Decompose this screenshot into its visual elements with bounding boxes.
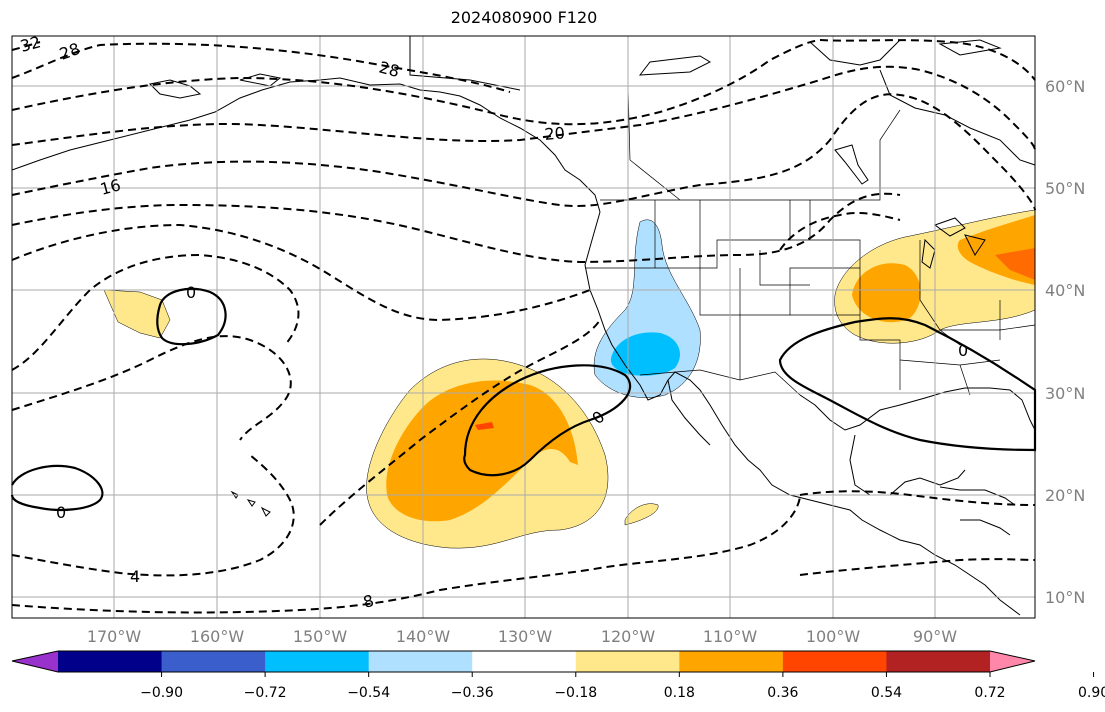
contour-label-8: 8 [361,591,376,612]
lon-label-150w: 150°W [293,627,348,646]
lon-label-120w: 120°W [601,627,656,646]
positive-anomaly-west [103,289,171,339]
lon-label-90w: 90°W [913,627,957,646]
contour-line-12-south [799,490,1036,506]
lon-label-110w: 110°W [703,627,758,646]
lon-label-140w: 140°W [396,627,451,646]
colorbar-segment [679,651,784,672]
positive-anomaly-high-northeast [995,248,1035,280]
zero-contour-central [463,364,632,477]
colorbar-tick-label: 0.36 [767,685,798,701]
colorbar-tick-label: −0.18 [554,685,597,701]
contour-line-8-south [11,494,801,614]
contour-line-8-west [11,335,292,441]
contour-label-28-east: 28 [377,58,402,82]
lon-label-130w: 130°W [498,627,553,646]
colorbar-segment [472,651,577,672]
colorbar-segment [886,651,991,672]
colorbar-segment [58,651,163,672]
colorbar-tick-label: −0.90 [140,685,183,701]
dashed-contours [11,38,1036,614]
colorbar-extend-min [12,651,58,672]
colorbar-tick-label: −0.72 [244,685,287,701]
anomaly-shading [103,209,1036,549]
lat-label-40n: 40°N [1045,281,1085,300]
contour-line-28 [11,42,511,93]
contour-line-8-east [319,319,601,526]
contour-label-16: 16 [98,175,123,199]
lat-label-60n: 60°N [1045,77,1085,96]
colorbar-tick-label: 0.18 [664,685,695,701]
contour-line-4-west [11,253,300,371]
map-frame [11,35,1036,619]
contour-label-4: 4 [130,567,140,586]
contour-label-32: 32 [18,32,43,56]
longitude-labels: 170°W 160°W 150°W 140°W 130°W 120°W 110°… [87,627,957,646]
colorbar-tick-label: 0.72 [974,685,1005,701]
colorbar-segment [265,651,370,672]
lon-label-160w: 160°W [190,627,245,646]
lat-label-30n: 30°N [1045,384,1085,403]
positive-anomaly-mid-central [386,380,578,522]
colorbar-tick-label: 0.90 [1078,685,1105,701]
colorbar-tick-label: −0.54 [347,685,390,701]
colorbar-outline [11,650,1036,673]
colorbar-segment [575,651,680,672]
graticule [12,36,1035,618]
zero-contour-mid-west [156,287,227,346]
colorbar-tick-label: 0.54 [871,685,902,701]
colorbar-segment [161,651,266,672]
lat-label-20n: 20°N [1045,486,1085,505]
contour-label-20: 20 [544,123,566,144]
contour-label-0-west: 0 [56,503,66,522]
contour-line-12 [11,192,901,264]
contour-label-0-east: 0 [958,341,968,360]
colorbar-tick-label: −0.36 [451,685,494,701]
zero-contour-west [10,464,104,512]
map-title: 2024080900 F120 [450,8,598,27]
colorbar-segments [12,651,1035,672]
contour-line-east-upper [779,211,901,251]
contour-line-8-upper [11,223,591,322]
latitude-labels: 60°N 50°N 40°N 30°N 20°N 10°N [1045,77,1085,607]
contour-line-4-south [11,454,295,577]
contour-line-24 [11,38,1036,126]
positive-anomaly-mid-east [852,263,921,323]
contour-line-20 [11,65,1036,151]
lat-label-10n: 10°N [1045,588,1085,607]
contour-line-32 [11,41,41,51]
lon-label-170w: 170°W [87,627,142,646]
lat-label-50n: 50°N [1045,179,1085,198]
borders [585,85,1036,396]
positive-anomaly-small-south [624,503,659,526]
positive-anomaly-high-central [475,422,494,430]
colorbar-ticks: −0.90 −0.72 −0.54 −0.36 −0.18 0.18 0.36 0.54 0.7… [140,672,1105,701]
contour-label-0-mid-west: 0 [186,283,196,302]
colorbar-extend-max [990,651,1035,672]
colorbar: −0.90 −0.72 −0.54 −0.36 −0.18 0.18 0.36 0.54 0.7… [11,650,1105,701]
contour-line-16 [11,93,1036,211]
colorbar-segment [782,651,887,672]
colorbar-segment [368,651,473,672]
contour-line-east-lower [799,558,1036,576]
lon-label-100w: 100°W [806,627,861,646]
